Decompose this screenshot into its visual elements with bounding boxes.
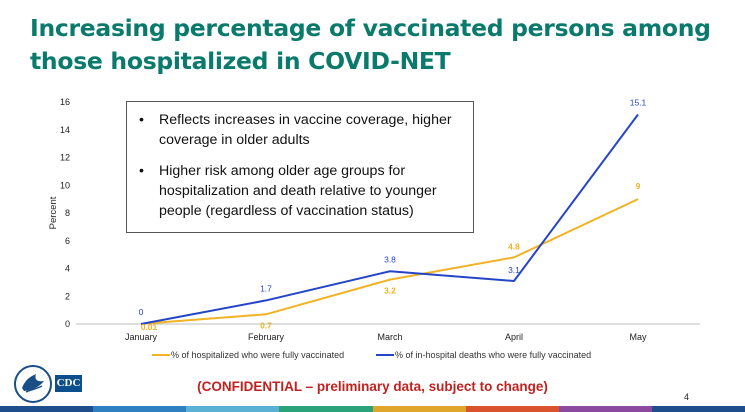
y-tick-label: 8 bbox=[65, 208, 70, 218]
callout-item: • Reflects increases in vaccine coverage… bbox=[139, 110, 467, 150]
data-labels: 0.01 0.7 3.2 4.8 9 0 1.7 3.8 3.1 15.1 bbox=[139, 97, 647, 331]
legend-item-hospitalized: % of hospitalized who were fully vaccina… bbox=[152, 350, 344, 360]
data-label: 3.1 bbox=[508, 265, 520, 275]
callout-box: • Reflects increases in vaccine coverage… bbox=[126, 101, 474, 233]
bullet-marker: • bbox=[139, 163, 144, 179]
y-axis-title: Percent bbox=[48, 196, 59, 229]
data-label: 15.1 bbox=[630, 97, 647, 107]
data-label: 3.2 bbox=[384, 286, 396, 296]
legend-label-deaths: % of in-hospital deaths who were fully v… bbox=[395, 350, 592, 360]
x-tick-label: April bbox=[505, 332, 523, 342]
data-label: 0 bbox=[139, 307, 144, 317]
series-group bbox=[140, 113, 639, 325]
cdc-logo: CDC bbox=[55, 375, 82, 392]
legend-swatch-deaths bbox=[376, 354, 394, 356]
data-label: 1.7 bbox=[260, 283, 272, 293]
callout-item-text: Reflects increases in vaccine coverage, … bbox=[159, 112, 452, 148]
callout-item: • Higher risk among older age groups for… bbox=[139, 161, 467, 221]
x-tick-label: March bbox=[377, 332, 402, 342]
slide-title: Increasing percentage of vaccinated pers… bbox=[30, 14, 711, 75]
x-tick-label: May bbox=[629, 332, 647, 342]
page-number: 4 bbox=[684, 392, 690, 402]
y-tick-label: 14 bbox=[60, 125, 70, 135]
legend-item-deaths: % of in-hospital deaths who were fully v… bbox=[376, 350, 591, 360]
x-axis: January February March April May bbox=[76, 323, 700, 342]
y-tick-label: 6 bbox=[65, 236, 70, 246]
y-tick-label: 2 bbox=[65, 291, 70, 301]
legend-label-hospitalized: % of hospitalized who were fully vaccina… bbox=[171, 350, 345, 360]
callout-item-text: Higher risk among older age groups for h… bbox=[159, 163, 437, 219]
y-tick-label: 16 bbox=[60, 97, 70, 107]
y-tick-label: 4 bbox=[65, 264, 70, 274]
confidential-notice: (CONFIDENTIAL – preliminary data, subjec… bbox=[197, 379, 548, 394]
series-line-deaths bbox=[140, 113, 639, 325]
bullet-marker: • bbox=[139, 112, 144, 128]
data-label: 9 bbox=[636, 181, 641, 191]
y-tick-label: 12 bbox=[60, 153, 70, 163]
legend-swatch-hospitalized bbox=[152, 354, 170, 356]
y-tick-label: 0 bbox=[65, 319, 70, 329]
x-tick-label: January bbox=[125, 332, 158, 342]
data-label: 0.7 bbox=[260, 320, 272, 330]
data-label: 3.8 bbox=[384, 254, 396, 264]
x-tick-label: February bbox=[248, 332, 285, 342]
hhs-eagle-logo-icon bbox=[14, 365, 52, 403]
bottom-color-stripe bbox=[0, 406, 745, 412]
y-axis: 0 2 4 6 8 10 12 14 16 bbox=[60, 97, 70, 329]
data-label: 0.01 bbox=[141, 322, 158, 332]
series-line-hospitalized bbox=[140, 198, 639, 325]
y-tick-label: 10 bbox=[60, 180, 70, 190]
data-label: 4.8 bbox=[508, 241, 520, 251]
